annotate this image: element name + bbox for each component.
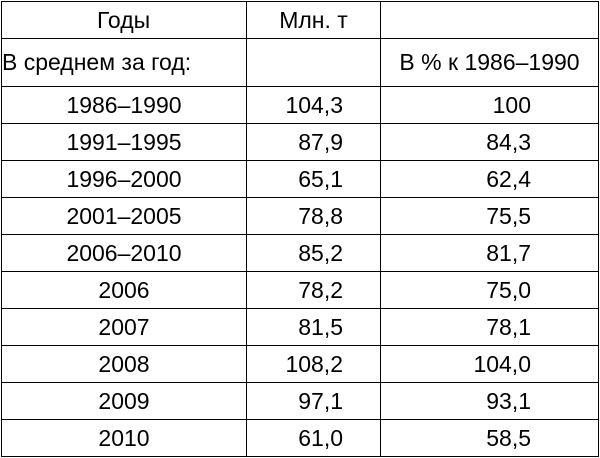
period-cell: 2001–2005 (1, 197, 247, 235)
mln-t-value: 61,0 (298, 424, 343, 451)
period-cell: 1991–1995 (1, 123, 247, 161)
mln-t-cell: 104,3 (246, 86, 381, 124)
table-row: 2006–2010 85,2 81,7 (1, 234, 599, 272)
table-row: 2008 108,2 104,0 (1, 345, 599, 383)
period-cell: 2006 (1, 271, 247, 309)
pct-value: 84,3 (486, 128, 531, 155)
mln-t-cell: 108,2 (246, 345, 381, 383)
table-row: 1986–1990 104,3 100 (1, 86, 599, 124)
subheader-avg-per-year: В среднем за год: (1, 38, 247, 87)
header-years: Годы (1, 1, 247, 39)
pct-value: 58,5 (486, 424, 531, 451)
pct-cell: 84,3 (380, 123, 599, 161)
subheader-pct-of-base: В % к 1986–1990 (380, 38, 599, 87)
period-cell: 2006–2010 (1, 234, 247, 272)
table-row: 1991–1995 87,9 84,3 (1, 123, 599, 161)
mln-t-value: 97,1 (298, 387, 343, 414)
pct-value: 78,1 (486, 313, 531, 340)
subheader-row: В среднем за год: В % к 1986–1990 (1, 38, 599, 87)
mln-t-value: 87,9 (298, 128, 343, 155)
mln-t-cell: 61,0 (246, 419, 381, 457)
mln-t-cell: 78,2 (246, 271, 381, 309)
pct-cell: 75,0 (380, 271, 599, 309)
pct-cell: 78,1 (380, 308, 599, 346)
pct-cell: 93,1 (380, 382, 599, 420)
mln-t-cell: 65,1 (246, 160, 381, 198)
mln-t-value: 81,5 (298, 313, 343, 340)
mln-t-cell: 85,2 (246, 234, 381, 272)
table-row: 2001–2005 78,8 75,5 (1, 197, 599, 235)
table-row: 2009 97,1 93,1 (1, 382, 599, 420)
pct-value: 75,5 (486, 202, 531, 229)
subheader-empty (246, 38, 381, 87)
period-cell: 2007 (1, 308, 247, 346)
pct-value: 81,7 (486, 239, 531, 266)
mln-t-cell: 87,9 (246, 123, 381, 161)
period-cell: 1996–2000 (1, 160, 247, 198)
pct-value: 93,1 (486, 387, 531, 414)
period-cell: 2008 (1, 345, 247, 383)
mln-t-cell: 97,1 (246, 382, 381, 420)
table-row: 1996–2000 65,1 62,4 (1, 160, 599, 198)
mln-t-cell: 78,8 (246, 197, 381, 235)
pct-value: 100 (492, 91, 531, 118)
pct-value: 75,0 (486, 276, 531, 303)
pct-value: 62,4 (486, 165, 531, 192)
header-mln-t: Млн. т (246, 1, 381, 39)
mln-t-value: 104,3 (285, 91, 343, 118)
mln-t-value: 108,2 (285, 350, 343, 377)
pct-cell: 100 (380, 86, 599, 124)
table-row: 2006 78,2 75,0 (1, 271, 599, 309)
pct-cell: 81,7 (380, 234, 599, 272)
header-row: Годы Млн. т (1, 1, 599, 39)
period-cell: 2009 (1, 382, 247, 420)
mln-t-value: 85,2 (298, 239, 343, 266)
mln-t-value: 65,1 (298, 165, 343, 192)
header-empty (380, 1, 599, 39)
mln-t-value: 78,8 (298, 202, 343, 229)
period-cell: 1986–1990 (1, 86, 247, 124)
table-row: 2010 61,0 58,5 (1, 419, 599, 457)
mln-t-value: 78,2 (298, 276, 343, 303)
table-row: 2007 81,5 78,1 (1, 308, 599, 346)
pct-cell: 104,0 (380, 345, 599, 383)
period-cell: 2010 (1, 419, 247, 457)
pct-value: 104,0 (473, 350, 531, 377)
pct-cell: 75,5 (380, 197, 599, 235)
pct-cell: 58,5 (380, 419, 599, 457)
pct-cell: 62,4 (380, 160, 599, 198)
mln-t-cell: 81,5 (246, 308, 381, 346)
